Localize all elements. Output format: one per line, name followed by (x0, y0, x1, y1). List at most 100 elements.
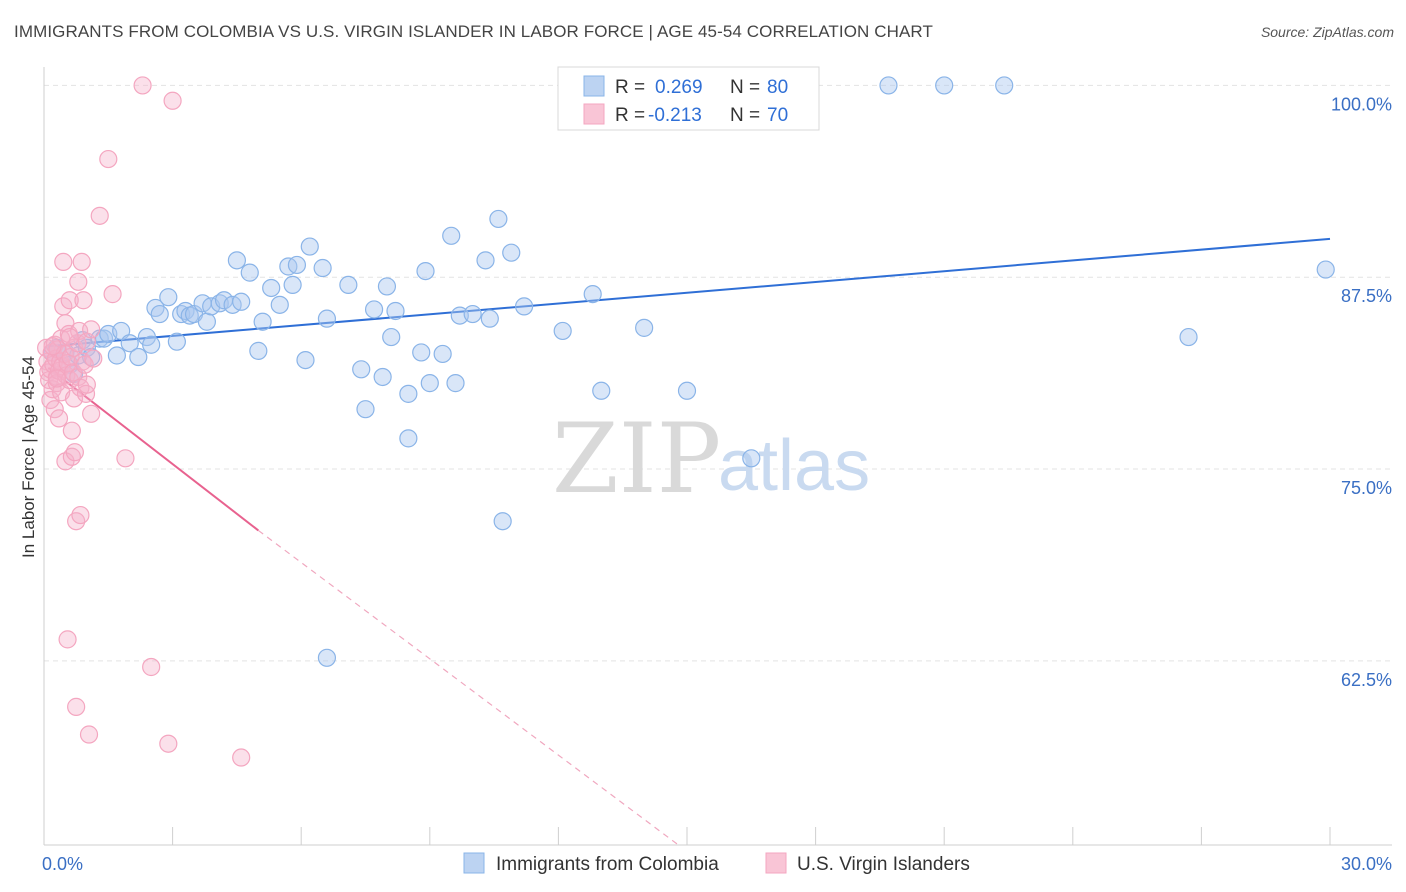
point-colombia-58 (416, 261, 435, 281)
point-colombia-74 (635, 318, 654, 337)
point-virgin-islanders-57 (90, 206, 109, 225)
point-colombia-78 (935, 76, 954, 95)
point-colombia-35 (249, 341, 268, 360)
point-virgin-islanders-25 (56, 452, 75, 471)
point-virgin-islanders-10 (45, 400, 64, 419)
bottom-legend-label-colombia: Immigrants from Colombia (496, 854, 719, 875)
point-colombia-47 (339, 275, 358, 295)
point-virgin-islanders-16 (49, 409, 69, 428)
point-virgin-islanders-60 (116, 449, 135, 468)
x-tick-label-0: 0.0% (42, 854, 83, 874)
legend-r-value-virgin-islanders: -0.213 (648, 105, 702, 126)
point-colombia-68 (493, 512, 512, 531)
legend-n-label-1: N = (730, 77, 760, 98)
point-colombia-66 (480, 309, 499, 328)
point-colombia-62 (446, 374, 465, 393)
x-tick-labels: 0.0% 30.0% (42, 854, 1392, 874)
point-colombia-13 (112, 321, 131, 341)
point-colombia-71 (553, 321, 572, 341)
point-virgin-islanders-51 (76, 384, 96, 403)
correlation-legend: R = 0.269 N = 80 R = -0.213 N = 70 (557, 66, 820, 131)
point-virgin-islanders-65 (232, 748, 251, 767)
point-colombia-59 (420, 374, 439, 393)
point-virgin-islanders-49 (74, 291, 93, 310)
point-colombia-38 (270, 295, 289, 314)
watermark-atlas: atlas (718, 426, 870, 506)
point-virgin-islanders-48 (73, 352, 92, 371)
point-virgin-islanders-59 (103, 285, 122, 304)
point-virgin-islanders-64 (163, 91, 182, 110)
trend-line-0 (48, 237, 1331, 348)
point-colombia-69 (502, 243, 521, 262)
series-legend: Immigrants from Colombia U.S. Virgin Isl… (463, 852, 970, 875)
point-colombia-56 (399, 429, 418, 448)
point-virgin-islanders-28 (58, 630, 77, 649)
trend-line-1 (47, 366, 259, 532)
point-colombia-53 (382, 327, 401, 347)
point-colombia-43 (300, 237, 319, 256)
point-virgin-islanders-56 (84, 349, 103, 368)
legend-n-value-virgin-islanders: 70 (767, 105, 788, 126)
point-colombia-54 (386, 301, 405, 321)
point-colombia-15 (129, 347, 148, 367)
point-virgin-islanders-61 (133, 76, 152, 95)
point-virgin-islanders-66 (43, 337, 62, 356)
trend-lines (47, 237, 1331, 846)
legend-r-label-1: R = (615, 77, 645, 98)
point-colombia-61 (442, 226, 461, 245)
y-tick-label-0: 62.5% (1341, 670, 1392, 690)
point-virgin-islanders-31 (60, 291, 79, 310)
point-colombia-51 (373, 367, 392, 387)
point-virgin-islanders-68 (60, 327, 79, 347)
point-colombia-37 (262, 278, 281, 298)
gridlines (44, 84, 1392, 662)
point-colombia-50 (364, 300, 384, 319)
axes (43, 67, 1392, 846)
legend-n-value-colombia: 80 (767, 77, 788, 98)
point-colombia-73 (592, 381, 611, 400)
point-colombia-49 (356, 400, 375, 419)
point-colombia-76 (742, 449, 761, 468)
point-colombia-21 (167, 332, 186, 351)
point-colombia-57 (412, 343, 431, 362)
point-colombia-14 (120, 334, 139, 353)
point-virgin-islanders-47 (72, 252, 91, 271)
point-colombia-36 (253, 312, 272, 331)
point-virgin-islanders-22 (54, 252, 73, 271)
bottom-legend-swatch-virgin-islanders (765, 852, 787, 874)
point-colombia-40 (283, 275, 302, 295)
point-colombia-27 (197, 312, 216, 331)
point-virgin-islanders-46 (71, 505, 90, 525)
y-tick-label-3: 100.0% (1331, 94, 1392, 114)
chart-title: IMMIGRANTS FROM COLOMBIA VS U.S. VIRGIN … (14, 22, 933, 41)
point-colombia-19 (150, 304, 169, 324)
point-colombia-46 (317, 648, 337, 667)
point-virgin-islanders-67 (47, 369, 66, 388)
point-virgin-islanders-55 (82, 404, 101, 423)
point-virgin-islanders-43 (69, 272, 88, 291)
source-credit: Source: ZipAtlas.com (1260, 24, 1394, 40)
point-virgin-islanders-54 (82, 320, 101, 339)
point-colombia-32 (232, 292, 251, 311)
legend-swatch-colombia (583, 75, 605, 97)
point-colombia-17 (142, 335, 161, 354)
point-virgin-islanders-40 (67, 697, 86, 716)
legend-r-value-colombia: 0.269 (655, 77, 703, 98)
point-colombia-79 (995, 76, 1014, 95)
y-tick-labels: 62.5% 75.0% 87.5% 100.0% (1331, 94, 1392, 689)
point-colombia-33 (227, 251, 246, 270)
y-tick-label-1: 75.0% (1341, 478, 1392, 498)
bottom-legend-swatch-colombia (463, 852, 485, 874)
point-colombia-60 (433, 344, 452, 364)
data-points (37, 76, 1335, 767)
point-colombia-34 (240, 263, 259, 282)
point-colombia-67 (489, 209, 508, 229)
point-colombia-72 (583, 285, 602, 304)
point-colombia-12 (107, 346, 126, 365)
point-colombia-81 (1316, 260, 1335, 279)
legend-r-label-2: R = (615, 105, 645, 126)
point-colombia-75 (677, 381, 697, 400)
watermark-zip: ZIP (552, 403, 721, 515)
point-colombia-64 (463, 304, 482, 324)
